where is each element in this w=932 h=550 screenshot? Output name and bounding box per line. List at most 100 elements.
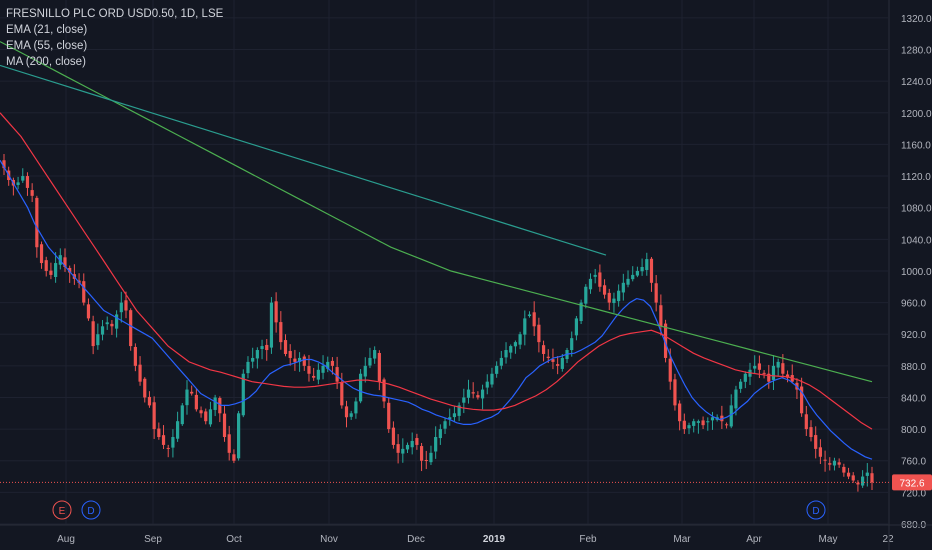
legend-ema21[interactable]: EMA (21, close)	[6, 24, 88, 36]
candle-body	[823, 459, 827, 461]
candle-body	[316, 369, 320, 380]
candle-body	[612, 298, 616, 304]
candle-body	[518, 334, 522, 345]
candle-body	[260, 346, 264, 350]
candle-body	[842, 466, 846, 473]
candle-body	[138, 364, 142, 382]
legend-ma200[interactable]: MA (200, close)	[6, 56, 86, 68]
candle-body	[692, 421, 696, 426]
candle-body	[171, 437, 175, 448]
candle-body	[574, 318, 579, 336]
candle-body	[368, 357, 372, 366]
legend-symbol[interactable]: FRESNILLO PLC ORD USD0.50, 1D, LSE	[6, 8, 224, 20]
candle-body	[832, 460, 837, 466]
candle-body	[49, 270, 53, 275]
legend-ema55[interactable]: EMA (55, close)	[6, 40, 88, 52]
candle-body	[757, 363, 761, 370]
candle-body	[438, 429, 442, 439]
candle-body	[424, 459, 428, 461]
candle-body	[851, 475, 855, 481]
candle-body	[682, 420, 686, 430]
event-marker-label: D	[87, 506, 94, 517]
candle-body	[504, 350, 508, 358]
candle-body	[68, 267, 72, 273]
candle-body	[335, 367, 339, 382]
event-marker-label: E	[59, 506, 66, 517]
candle-body	[199, 410, 203, 414]
candle-body	[584, 286, 588, 304]
x-tick-label: Sep	[144, 534, 162, 545]
candle-body	[476, 395, 480, 398]
event-marker-label: D	[812, 506, 819, 517]
candle-body	[480, 389, 485, 399]
candle-body	[701, 420, 705, 426]
candle-body	[161, 435, 166, 445]
event-marker	[806, 500, 826, 520]
candle-body	[194, 394, 198, 410]
y-tick-label: 1040.0	[901, 235, 932, 246]
candle-body	[861, 476, 865, 486]
candle-body	[546, 356, 550, 358]
candle-body	[532, 312, 536, 327]
candle-body	[457, 405, 461, 416]
candle-body	[274, 301, 278, 323]
candle-body	[631, 274, 635, 280]
candle-body	[344, 406, 349, 418]
candle-body	[579, 302, 583, 322]
candle-body	[321, 365, 325, 373]
ema55-line	[0, 112, 873, 430]
candle-body	[251, 357, 255, 362]
candle-body	[448, 417, 452, 420]
candle-body	[363, 365, 367, 377]
y-tick-label: 920.0	[901, 330, 926, 341]
candle-body	[499, 357, 503, 366]
candle-body	[152, 402, 156, 430]
candle-body	[724, 424, 729, 426]
candle-body	[865, 472, 869, 476]
candle-body	[110, 323, 114, 327]
candle-body	[176, 421, 180, 439]
candle-body	[293, 358, 297, 362]
candle-body	[396, 444, 400, 453]
ema21-line	[0, 159, 873, 460]
candle-body	[785, 374, 790, 378]
current-price-label: 732.6	[899, 478, 924, 489]
candle-body	[180, 405, 184, 425]
candle-body	[687, 425, 691, 429]
candle-body	[593, 274, 597, 277]
candle-body	[302, 356, 306, 366]
candle-body	[373, 350, 377, 359]
candle-body	[753, 365, 757, 369]
candle-body	[462, 397, 466, 403]
x-tick-label: Nov	[320, 534, 338, 545]
candle-body	[326, 361, 330, 369]
y-tick-label: 1000.0	[901, 267, 932, 278]
candle-body	[729, 405, 733, 427]
candle-body	[213, 397, 217, 410]
candle-body	[513, 342, 518, 347]
candle-body	[30, 190, 34, 196]
y-tick-label: 880.0	[901, 362, 926, 373]
candle-body	[236, 413, 241, 459]
candle-body	[551, 359, 555, 362]
candle-body	[490, 373, 494, 385]
y-tick-label: 760.0	[901, 457, 926, 468]
candle-body	[279, 322, 283, 343]
candle-body	[387, 402, 391, 430]
candle-body	[696, 421, 700, 423]
candle-body	[598, 272, 602, 287]
candle-body	[659, 305, 663, 327]
candle-body	[265, 344, 269, 351]
candle-body	[105, 322, 109, 325]
candle-body	[54, 263, 58, 277]
candle-body	[635, 270, 640, 276]
candle-body	[837, 462, 841, 465]
event-marker	[52, 500, 72, 520]
candle-body	[269, 302, 274, 348]
ma200-upper-line	[0, 64, 607, 256]
candle-body	[401, 448, 405, 454]
x-tick-label: Oct	[226, 534, 242, 545]
candle-body	[809, 427, 813, 438]
